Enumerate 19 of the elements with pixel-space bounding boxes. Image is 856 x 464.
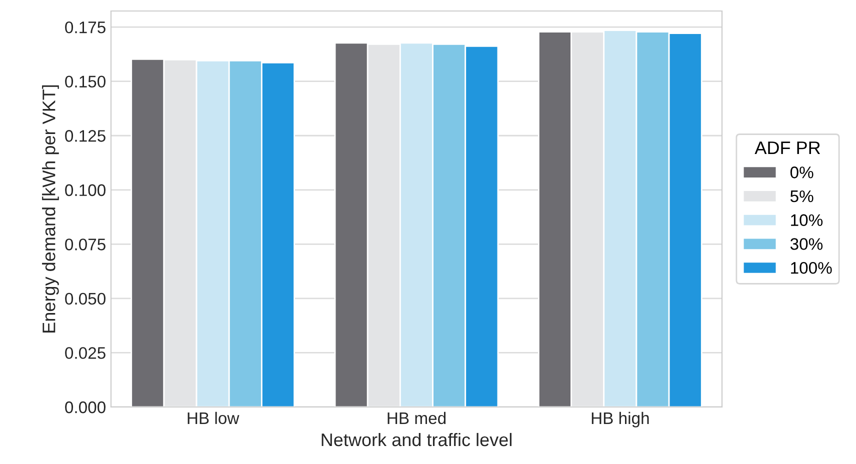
y-tick-label: 0.075 bbox=[65, 238, 106, 250]
legend-label: 30% bbox=[790, 238, 823, 250]
y-tick-label: 0.125 bbox=[65, 130, 106, 142]
legend-label: 5% bbox=[790, 190, 814, 202]
y-tick-label: 0.025 bbox=[65, 347, 106, 359]
y-tick-label: 0.050 bbox=[65, 292, 106, 305]
x-tick-label: HB high bbox=[592, 412, 649, 428]
legend-label: 100% bbox=[791, 262, 832, 274]
legend-label: 10% bbox=[791, 214, 823, 226]
legend-label: 0% bbox=[790, 166, 814, 178]
x-axis-title: Network and traffic level bbox=[322, 432, 512, 446]
x-tick-label: HB low bbox=[188, 412, 240, 424]
y-tick-label: 0.000 bbox=[65, 401, 106, 414]
y-tick-label: 0.100 bbox=[65, 184, 106, 196]
y-tick-label: 0.150 bbox=[65, 76, 106, 88]
legend-title: ADF PR bbox=[754, 142, 820, 154]
y-axis-title: Energy demand [kWh per VKT] bbox=[42, 85, 59, 332]
y-tick-label: 0.175 bbox=[65, 21, 106, 34]
x-tick-label: HB med bbox=[388, 412, 446, 424]
